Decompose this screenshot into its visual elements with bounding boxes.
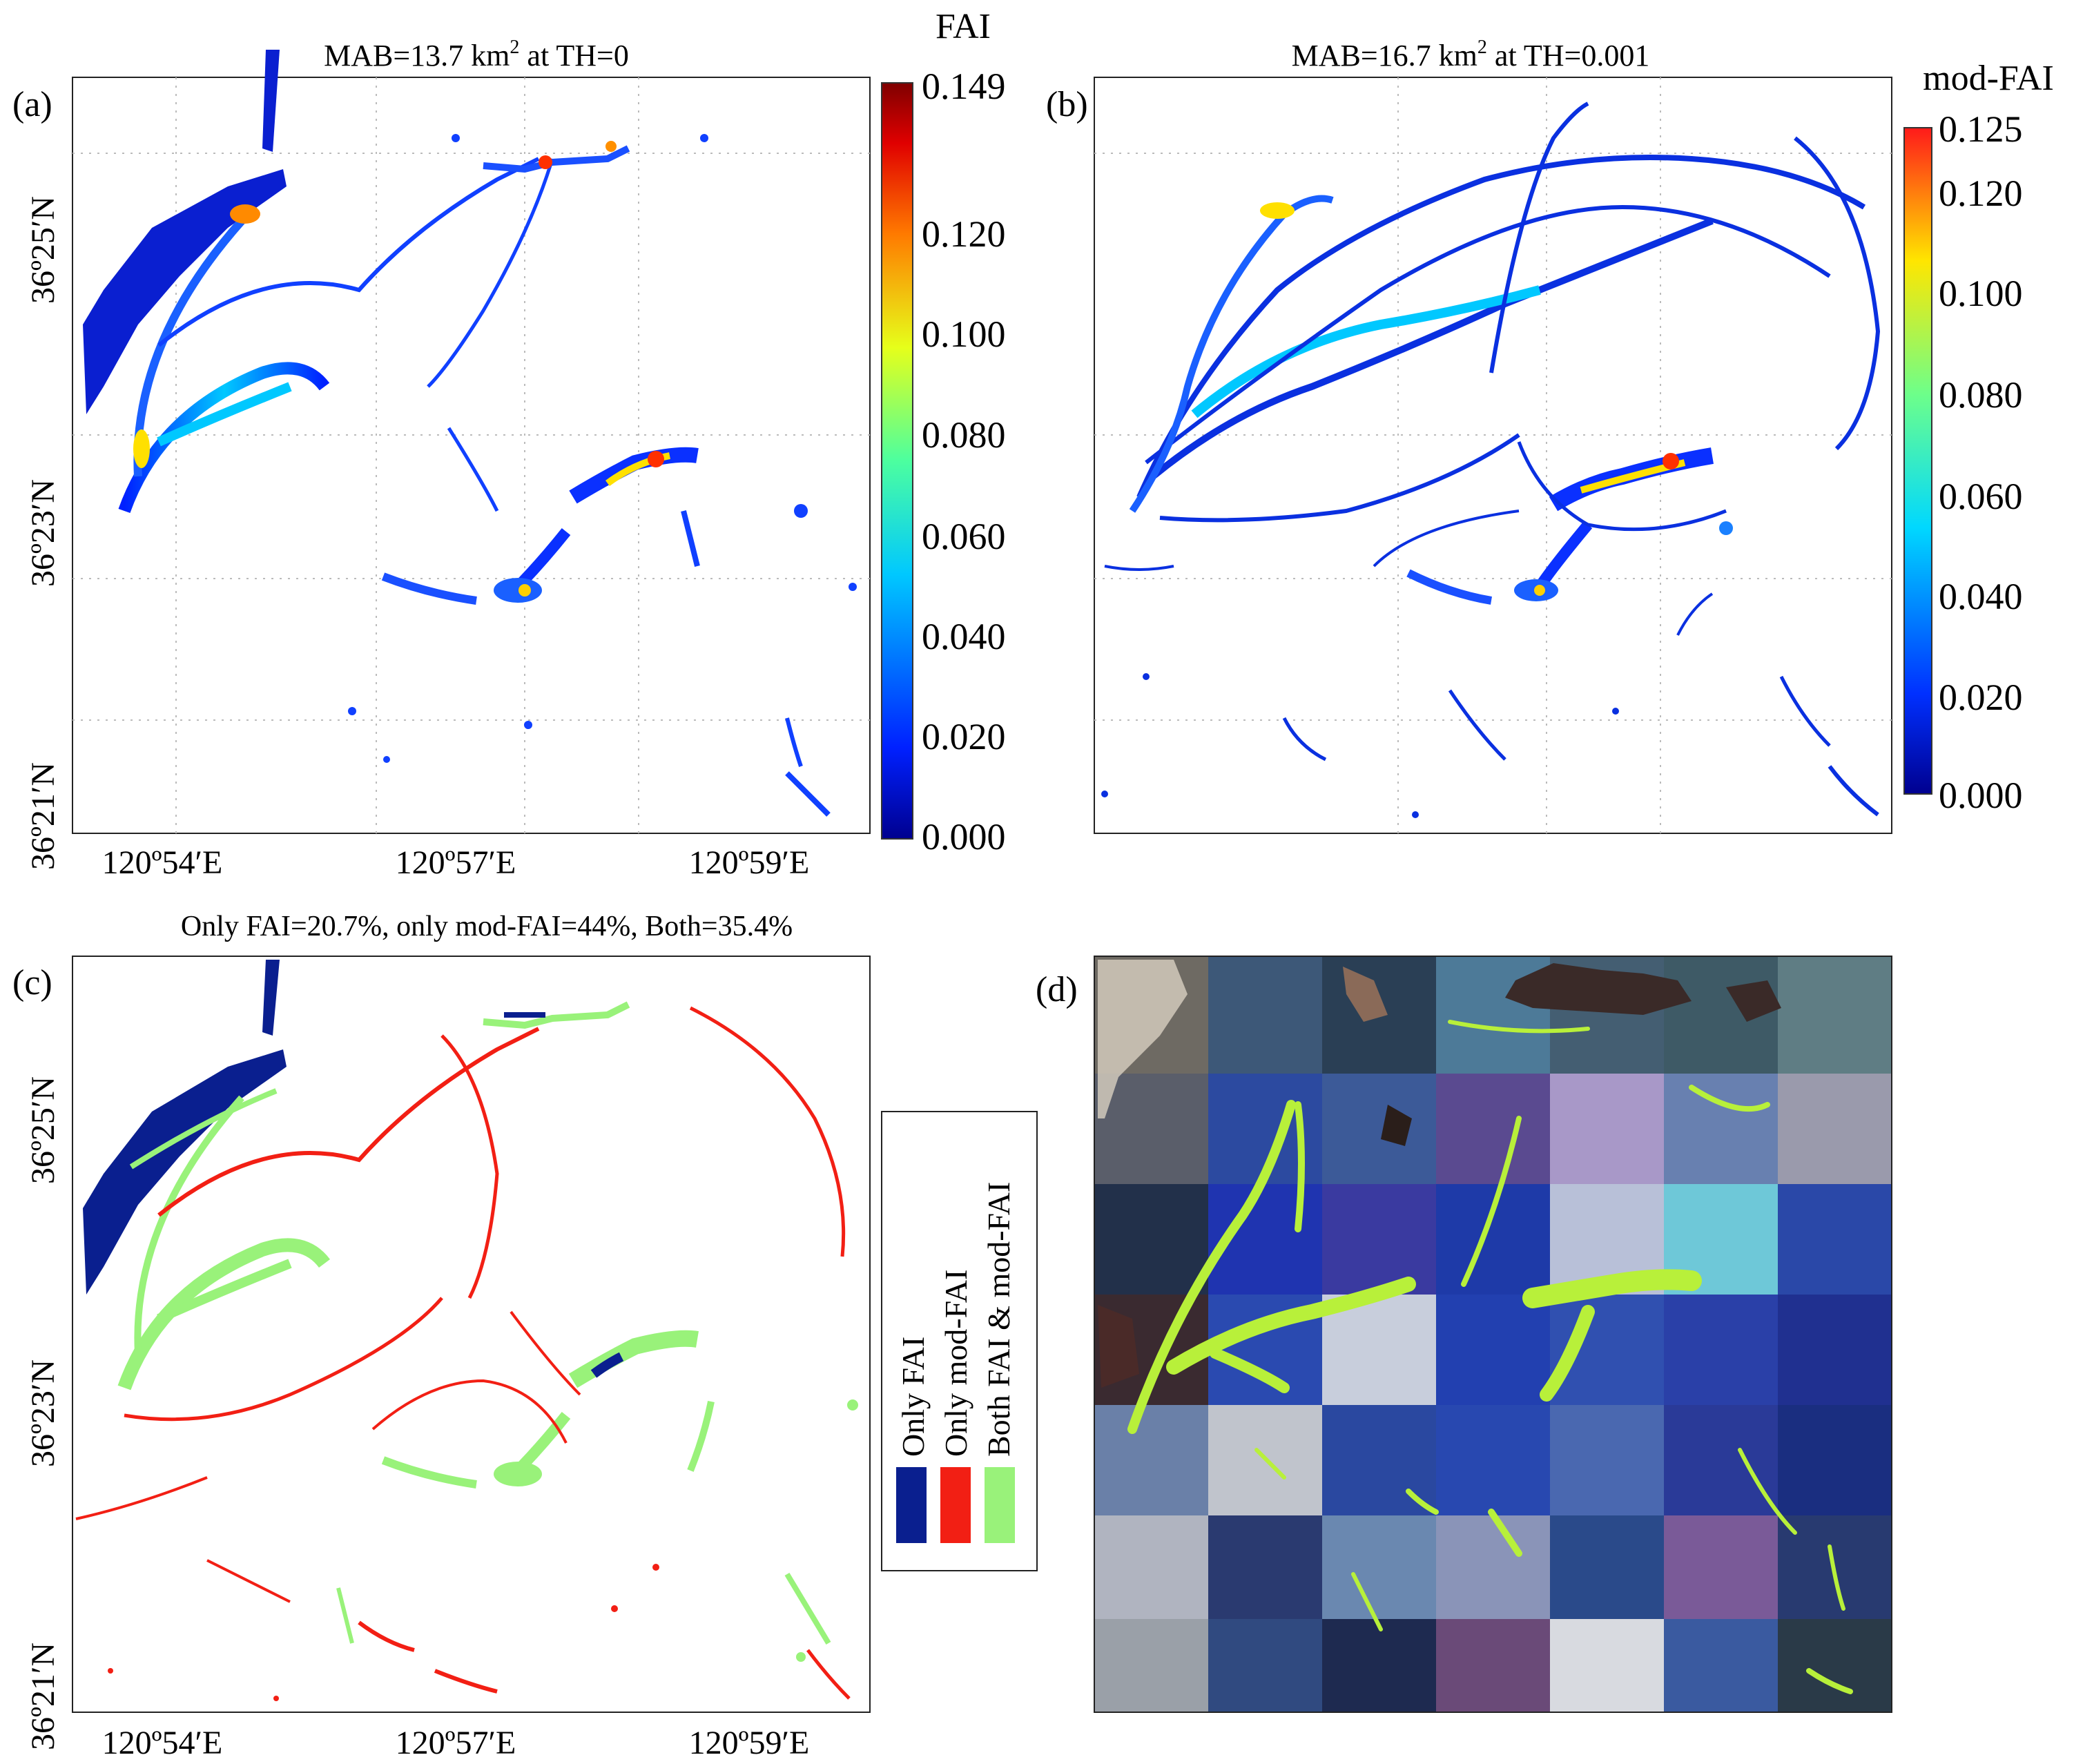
panel-a-label: (a)	[12, 85, 52, 124]
lat-label-25: 36º25′N	[25, 1076, 61, 1184]
lon-label-54: 120º54′E	[102, 1725, 223, 1761]
colorbar-b-tick: 0.000	[1939, 775, 2023, 816]
panel-a-lon-labels: 120º54′E 120º57′E 120º59′E	[102, 844, 810, 881]
lon-label-54: 120º54′E	[102, 844, 223, 881]
panel-b-colorbar: mod-FAI 0.125 0.120 0.100 0.080 0.060 0.…	[1903, 59, 2054, 816]
colorbar-a-tick: 0.080	[922, 414, 1006, 456]
lat-label-23: 36º23′N	[25, 1359, 61, 1467]
panel-c-legend: Only FAI Only mod-FAI Both FAI & mod-FAI	[881, 1111, 1038, 1571]
colorbar-b-tick: 0.040	[1939, 576, 2023, 617]
colorbar-a-tick: 0.040	[922, 616, 1006, 657]
colorbar-a-tick: 0.060	[922, 516, 1006, 557]
panel-a: MAB=13.7 km2 at TH=0 (a)	[12, 7, 1006, 881]
panel-c-lon-labels: 120º54′E 120º57′E 120º59′E	[102, 1725, 810, 1761]
panel-a-algae-map	[83, 50, 857, 817]
lon-label-59: 120º59′E	[689, 1725, 810, 1761]
colorbar-b-tick: 0.125	[1939, 108, 2023, 150]
colorbar-b-tick: 0.020	[1939, 677, 2023, 718]
colorbar-b-tick: 0.100	[1939, 273, 2023, 314]
colorbar-b-tick: 0.060	[1939, 476, 2023, 517]
panel-d-label: (d)	[1036, 970, 1078, 1009]
legend-swatch-only-fai	[896, 1467, 927, 1543]
panel-b-title: MAB=16.7 km2 at TH=0.001	[1292, 37, 1650, 72]
panel-b-algae-map	[1101, 101, 1881, 818]
lat-label-21: 36º21′N	[25, 1642, 61, 1750]
lat-label-21: 36º21′N	[25, 762, 61, 870]
legend-label-both: Both FAI & mod-FAI	[981, 1182, 1016, 1457]
lat-label-23: 36º23′N	[25, 479, 61, 587]
panel-c-classification-map	[75, 960, 858, 1701]
legend-swatch-both	[985, 1467, 1015, 1543]
panel-b-colorbar-bar	[1903, 127, 1932, 795]
legend-swatch-only-mod-fai	[940, 1467, 971, 1543]
panel-b-colorbar-title: mod-FAI	[1923, 59, 2054, 98]
colorbar-a-tick: 0.100	[922, 313, 1006, 355]
panel-c: Only FAI=20.7%, only mod-FAI=44%, Both=3…	[12, 911, 1038, 1761]
legend-label-only-mod-fai: Only mod-FAI	[938, 1270, 973, 1457]
panel-a-colorbar: FAI 0.149 0.120 0.100 0.080 0.060 0.040 …	[881, 7, 1006, 857]
colorbar-b-tick: 0.080	[1939, 374, 2023, 416]
panel-d: (d)	[1036, 956, 1892, 1713]
panel-c-lat-labels: 36º25′N 36º23′N 36º21′N	[25, 1076, 61, 1750]
colorbar-a-tick: 0.000	[922, 816, 1006, 857]
panel-a-colorbar-title: FAI	[936, 7, 991, 46]
panel-c-map-frame	[72, 956, 871, 1713]
panel-c-title: Only FAI=20.7%, only mod-FAI=44%, Both=3…	[181, 911, 793, 942]
lon-label-59: 120º59′E	[689, 844, 810, 881]
panel-a-title: MAB=13.7 km2 at TH=0	[324, 37, 629, 72]
lat-label-25: 36º25′N	[25, 196, 61, 304]
panel-a-lat-labels: 36º25′N 36º23′N 36º21′N	[25, 196, 61, 870]
lon-label-57: 120º57′E	[396, 1725, 516, 1761]
colorbar-a-tick: 0.020	[922, 716, 1006, 757]
panel-c-label: (c)	[12, 963, 52, 1002]
lon-label-57: 120º57′E	[396, 844, 516, 881]
panel-a-colorbar-bar	[881, 82, 913, 840]
panel-b: MAB=16.7 km2 at TH=0.001 (b)	[1046, 37, 2054, 834]
legend-label-only-fai: Only FAI	[895, 1337, 931, 1457]
colorbar-a-tick: 0.149	[922, 66, 1006, 107]
panel-b-map-frame	[1094, 77, 1892, 834]
panel-a-gridlines	[72, 77, 870, 833]
colorbar-b-tick: 0.120	[1939, 173, 2023, 214]
panel-b-label: (b)	[1046, 85, 1088, 124]
panel-d-image-mosaic	[1094, 956, 1892, 1713]
colorbar-a-tick: 0.120	[922, 213, 1006, 255]
panel-b-gridlines	[1094, 77, 1892, 833]
